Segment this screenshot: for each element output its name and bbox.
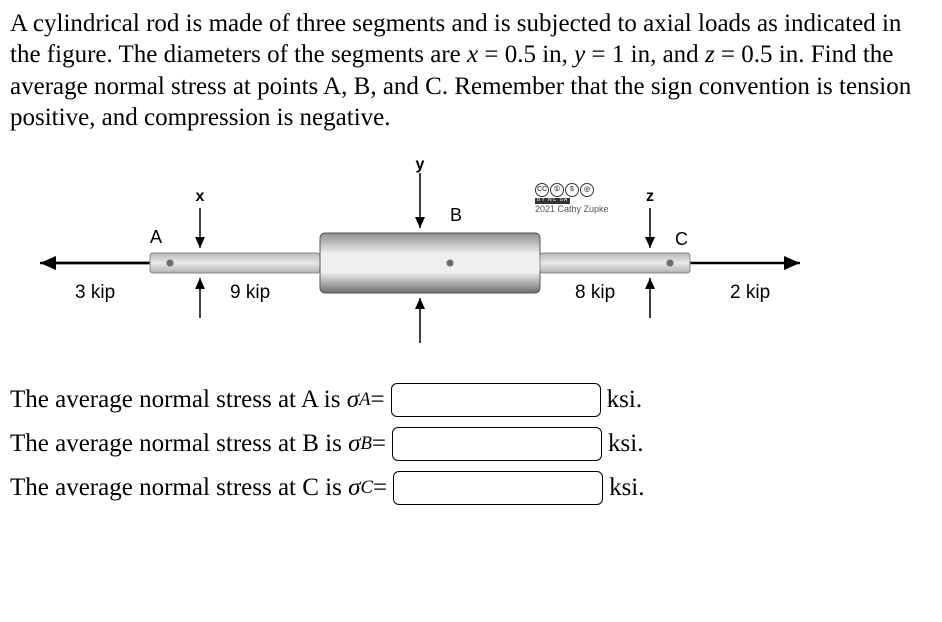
- text: = 1 in, and: [585, 41, 705, 68]
- problem-statement: A cylindrical rod is made of three segme…: [10, 8, 932, 133]
- force-2kip: 2 kip: [730, 282, 770, 303]
- var-z: z: [705, 41, 715, 68]
- answer-row-b: The average normal stress at B is σB = k…: [10, 427, 932, 461]
- stress-a-input[interactable]: [391, 383, 601, 417]
- label-x: x: [196, 188, 205, 205]
- cc-terms: BY NC SA: [535, 198, 570, 204]
- cc-credit: 2021 Cathy Zupke: [535, 205, 609, 215]
- label: The average normal stress at A is: [10, 386, 347, 414]
- sigma: σ: [348, 430, 360, 458]
- equals: =: [373, 474, 387, 502]
- answer-row-a: The average normal stress at A is σA = k…: [10, 383, 932, 417]
- stress-c-input[interactable]: [393, 471, 603, 505]
- stress-b-input[interactable]: [392, 427, 602, 461]
- unit: ksi.: [609, 474, 644, 502]
- attribution: CC ① $ ◎ BY NC SA 2021 Cathy Zupke: [535, 183, 609, 214]
- subscript: B: [360, 433, 371, 455]
- answer-section: The average normal stress at A is σA = k…: [10, 383, 932, 505]
- label: The average normal stress at C is: [10, 474, 348, 502]
- label-A: A: [150, 227, 162, 247]
- unit: ksi.: [607, 386, 642, 414]
- force-3kip: 3 kip: [75, 282, 115, 303]
- label-y: y: [416, 156, 425, 173]
- rod-diagram: x y z A B C 3 kip 9 kip 8 kip 2 kip CC ①…: [30, 153, 810, 353]
- equals: =: [371, 386, 385, 414]
- var-y: y: [574, 41, 585, 68]
- sa-icon: ◎: [580, 183, 594, 197]
- subscript: A: [359, 389, 370, 411]
- force-8kip: 8 kip: [575, 282, 615, 303]
- text: = 0.5 in,: [478, 41, 574, 68]
- label-z: z: [646, 188, 654, 205]
- force-9kip: 9 kip: [230, 282, 270, 303]
- equals: =: [372, 430, 386, 458]
- cc-icon: CC: [535, 183, 549, 197]
- nc-icon: $: [565, 183, 579, 197]
- subscript: C: [360, 477, 373, 499]
- sigma: σ: [348, 474, 360, 502]
- unit: ksi.: [608, 430, 643, 458]
- sigma: σ: [347, 386, 359, 414]
- label-B: B: [450, 205, 462, 225]
- var-x: x: [467, 41, 478, 68]
- label: The average normal stress at B is: [10, 430, 348, 458]
- by-icon: ①: [550, 183, 564, 197]
- label-C: C: [675, 229, 688, 249]
- answer-row-c: The average normal stress at C is σC = k…: [10, 471, 932, 505]
